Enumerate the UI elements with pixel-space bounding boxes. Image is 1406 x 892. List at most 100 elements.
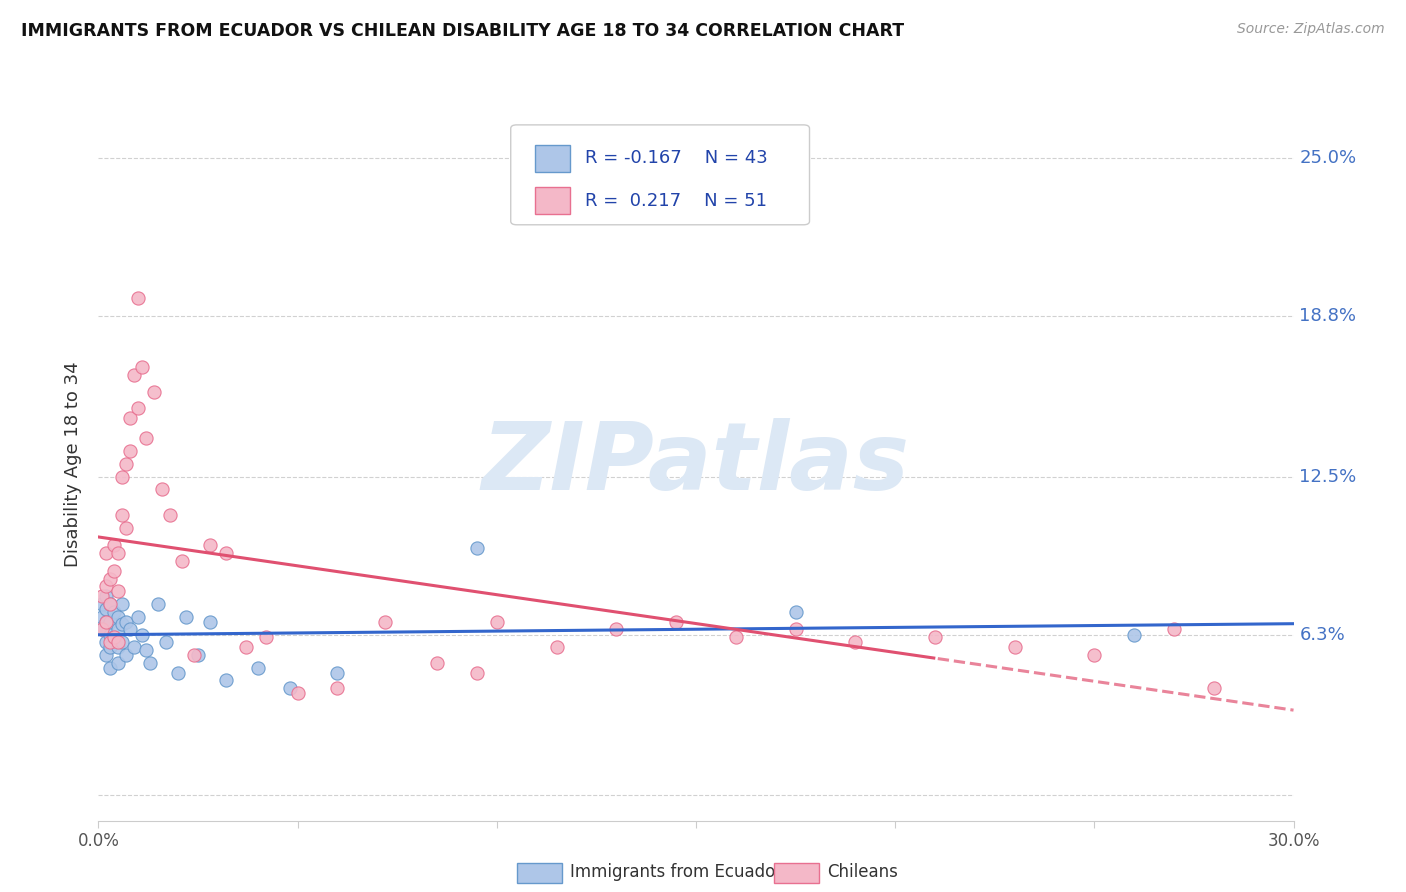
Bar xyxy=(517,863,562,883)
Point xyxy=(135,643,157,657)
Point xyxy=(287,686,309,700)
Point xyxy=(120,444,142,458)
Point xyxy=(111,469,134,483)
Point xyxy=(107,609,129,624)
Point xyxy=(485,615,508,629)
Point xyxy=(665,615,688,629)
Point xyxy=(215,546,238,560)
Point xyxy=(98,597,122,611)
Point xyxy=(605,623,627,637)
Point xyxy=(187,648,209,662)
Point xyxy=(465,541,488,555)
Point xyxy=(139,656,162,670)
Point xyxy=(96,590,118,604)
Text: Immigrants from Ecuador: Immigrants from Ecuador xyxy=(571,863,783,881)
Point xyxy=(91,623,114,637)
Point xyxy=(96,615,118,629)
Point xyxy=(1123,627,1146,641)
Point xyxy=(96,635,118,649)
Point xyxy=(98,661,122,675)
Point xyxy=(150,483,173,497)
Point xyxy=(98,597,122,611)
Point xyxy=(924,630,946,644)
Point xyxy=(844,635,866,649)
Point xyxy=(1163,623,1185,637)
Point xyxy=(235,640,257,655)
Point xyxy=(124,640,146,655)
Point xyxy=(1083,648,1105,662)
Point xyxy=(127,291,149,305)
Point xyxy=(111,635,134,649)
Point xyxy=(278,681,301,695)
Point xyxy=(426,656,449,670)
Point xyxy=(326,665,349,680)
Text: 25.0%: 25.0% xyxy=(1299,149,1357,167)
Point xyxy=(107,584,129,599)
Point xyxy=(115,648,138,662)
Point xyxy=(120,411,142,425)
Point xyxy=(91,590,114,604)
Point xyxy=(91,609,114,624)
Point xyxy=(107,546,129,560)
Point xyxy=(115,520,138,534)
Point xyxy=(103,538,125,552)
Point xyxy=(115,615,138,629)
Point xyxy=(131,627,153,641)
Point xyxy=(172,554,194,568)
Point xyxy=(174,609,197,624)
Text: R = -0.167    N = 43: R = -0.167 N = 43 xyxy=(585,149,768,167)
Point xyxy=(98,635,122,649)
Text: R =  0.217    N = 51: R = 0.217 N = 51 xyxy=(585,192,766,210)
Point xyxy=(374,615,396,629)
Point xyxy=(103,630,125,644)
Text: 18.8%: 18.8% xyxy=(1299,307,1357,325)
Bar xyxy=(534,145,571,171)
Point xyxy=(103,605,125,619)
Point xyxy=(159,508,181,522)
Text: IMMIGRANTS FROM ECUADOR VS CHILEAN DISABILITY AGE 18 TO 34 CORRELATION CHART: IMMIGRANTS FROM ECUADOR VS CHILEAN DISAB… xyxy=(21,22,904,40)
Point xyxy=(103,564,125,578)
Point xyxy=(107,623,129,637)
Point xyxy=(143,385,166,400)
Bar xyxy=(773,863,820,883)
Point xyxy=(98,572,122,586)
Point xyxy=(96,648,118,662)
Point xyxy=(246,661,269,675)
Point xyxy=(96,546,118,560)
Point xyxy=(215,673,238,688)
Point xyxy=(183,648,205,662)
Point xyxy=(111,597,134,611)
Point xyxy=(1202,681,1225,695)
Point xyxy=(155,635,177,649)
Bar xyxy=(534,187,571,214)
Point xyxy=(724,630,747,644)
Point xyxy=(107,635,129,649)
Point xyxy=(127,401,149,415)
Point xyxy=(124,368,146,382)
Point xyxy=(254,630,277,644)
Point xyxy=(127,609,149,624)
Point xyxy=(198,615,221,629)
Point xyxy=(98,627,122,641)
Text: Source: ZipAtlas.com: Source: ZipAtlas.com xyxy=(1237,22,1385,37)
Text: ZIPatlas: ZIPatlas xyxy=(482,417,910,510)
Point xyxy=(107,656,129,670)
Point xyxy=(167,665,190,680)
Point xyxy=(91,623,114,637)
Text: 12.5%: 12.5% xyxy=(1299,467,1357,485)
Point xyxy=(131,359,153,374)
Point xyxy=(98,615,122,629)
Point xyxy=(1004,640,1026,655)
Point xyxy=(198,538,221,552)
Point xyxy=(785,623,807,637)
Text: Chileans: Chileans xyxy=(827,863,898,881)
Point xyxy=(120,623,142,637)
Point xyxy=(546,640,568,655)
Text: 6.3%: 6.3% xyxy=(1299,625,1346,644)
Point xyxy=(148,597,170,611)
Point xyxy=(96,579,118,593)
Point xyxy=(96,615,118,629)
Point xyxy=(111,617,134,632)
Point xyxy=(103,630,125,644)
Point xyxy=(326,681,349,695)
